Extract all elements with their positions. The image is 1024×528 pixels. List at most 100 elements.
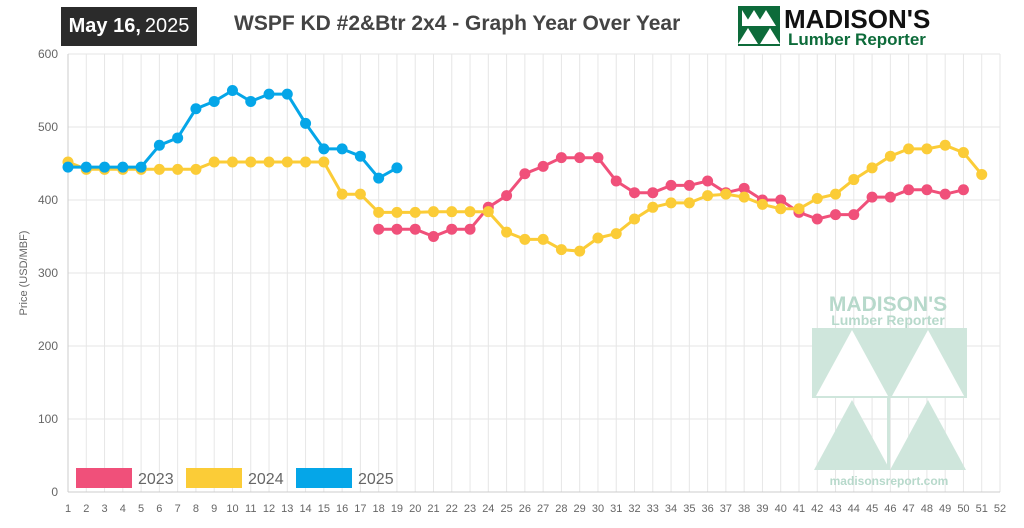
x-tick-label: 10 — [226, 503, 238, 515]
data-point-2025 — [117, 161, 129, 173]
data-point-2024 — [830, 188, 842, 200]
date-badge: May 16, 2025 — [61, 7, 197, 46]
watermark-tree-icon — [812, 328, 967, 470]
data-point-2024 — [482, 206, 494, 218]
x-tick-label: 17 — [354, 503, 366, 515]
data-point-2025 — [99, 161, 111, 173]
data-point-2024 — [208, 156, 220, 168]
data-point-2024 — [409, 206, 421, 218]
data-point-2023 — [702, 175, 714, 187]
data-point-2024 — [190, 163, 202, 175]
watermark-url: madisonsreport.com — [830, 474, 949, 488]
x-tick-label: 23 — [464, 503, 476, 515]
data-point-2024 — [720, 188, 732, 200]
x-tick-label: 32 — [628, 503, 640, 515]
legend-label-2025: 2025 — [358, 471, 394, 488]
watermark-name: MADISON'S — [829, 293, 947, 316]
y-tick-label: 400 — [38, 193, 58, 207]
date-month-day: May 16, — [68, 15, 141, 37]
x-tick-label: 47 — [903, 503, 915, 515]
data-point-2024 — [336, 188, 348, 200]
data-point-2025 — [153, 139, 165, 151]
logo-name: MADISON'S — [784, 4, 930, 34]
y-tick-label: 100 — [38, 412, 58, 426]
data-point-2023 — [811, 213, 823, 225]
x-tick-label: 1 — [65, 503, 71, 515]
legend-swatch-2025 — [296, 468, 352, 488]
x-tick-label: 11 — [245, 503, 256, 515]
data-point-2023 — [957, 184, 969, 196]
data-point-2024 — [629, 213, 641, 225]
data-point-2025 — [263, 88, 275, 100]
data-point-2023 — [647, 187, 659, 199]
data-point-2025 — [336, 143, 348, 155]
x-tick-label: 30 — [592, 503, 604, 515]
x-tick-label: 22 — [446, 503, 458, 515]
y-axis-label: Price (USD/MBF) — [18, 231, 30, 316]
x-tick-label: 39 — [756, 503, 768, 515]
watermark-subtitle: Lumber Reporter — [831, 312, 945, 328]
data-point-2024 — [884, 150, 896, 162]
data-point-2023 — [866, 191, 878, 203]
data-point-2024 — [245, 156, 257, 168]
legend-label-2023: 2023 — [138, 471, 174, 488]
data-point-2024 — [519, 233, 531, 245]
data-point-2023 — [391, 223, 403, 235]
legend-swatch-2024 — [186, 468, 242, 488]
x-tick-label: 43 — [829, 503, 841, 515]
data-point-2024 — [793, 203, 805, 215]
data-point-2023 — [610, 175, 622, 187]
data-point-2024 — [702, 190, 714, 202]
chart-grid — [67, 53, 1001, 493]
x-tick-label: 9 — [211, 503, 217, 515]
data-point-2024 — [939, 139, 951, 151]
x-tick-label: 7 — [175, 503, 181, 515]
data-point-2025 — [391, 162, 403, 174]
x-tick-label: 33 — [647, 503, 659, 515]
x-tick-label: 18 — [373, 503, 385, 515]
data-point-2024 — [373, 206, 385, 218]
x-tick-label: 21 — [427, 503, 439, 515]
x-tick-label: 24 — [482, 503, 494, 515]
x-tick-label: 40 — [775, 503, 787, 515]
x-tick-label: 25 — [500, 503, 512, 515]
y-tick-label: 600 — [38, 47, 58, 61]
data-point-2023 — [464, 223, 476, 235]
x-tick-label: 14 — [299, 503, 311, 515]
x-tick-label: 31 — [610, 503, 622, 515]
x-tick-label: 20 — [409, 503, 421, 515]
x-tick-label: 41 — [793, 503, 805, 515]
data-point-2024 — [281, 156, 293, 168]
data-point-2023 — [830, 209, 842, 221]
x-tick-label: 29 — [574, 503, 586, 515]
y-tick-label: 0 — [51, 485, 58, 499]
data-point-2024 — [226, 156, 238, 168]
data-point-2024 — [300, 156, 312, 168]
data-point-2025 — [318, 143, 330, 155]
data-point-2025 — [300, 117, 312, 129]
data-point-2024 — [665, 197, 677, 209]
data-point-2023 — [501, 190, 513, 202]
y-tick-label: 300 — [38, 266, 58, 280]
data-point-2023 — [848, 209, 860, 221]
chart-legend: 2023 2024 2025 — [76, 468, 394, 488]
data-point-2023 — [775, 194, 787, 206]
chart-series — [62, 85, 988, 257]
data-point-2025 — [354, 150, 366, 162]
data-point-2024 — [683, 197, 695, 209]
data-point-2024 — [574, 245, 586, 257]
data-point-2023 — [884, 191, 896, 203]
chart-title: WSPF KD #2&Btr 2x4 - Graph Year Over Yea… — [234, 12, 681, 35]
data-point-2025 — [190, 103, 202, 115]
data-point-2024 — [848, 174, 860, 186]
data-point-2024 — [501, 226, 513, 238]
data-point-2025 — [226, 85, 238, 96]
data-point-2024 — [464, 206, 476, 218]
x-tick-label: 19 — [391, 503, 403, 515]
legend-swatch-2023 — [76, 468, 132, 488]
data-point-2024 — [537, 233, 549, 245]
data-point-2023 — [409, 223, 421, 235]
data-point-2024 — [756, 198, 768, 210]
